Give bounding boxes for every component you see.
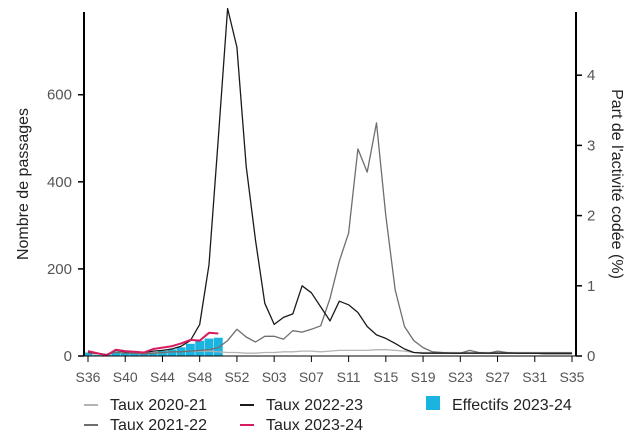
- bar: [167, 349, 177, 356]
- x-tick-label: S52: [224, 369, 249, 385]
- y2-tick-label: 0: [587, 348, 595, 365]
- y2-tick-label: 3: [587, 137, 595, 154]
- bar: [83, 352, 93, 356]
- y2-tick-label: 1: [587, 278, 595, 295]
- bar: [148, 352, 158, 356]
- legend-swatch: [426, 396, 440, 410]
- x-tick-label: S07: [299, 369, 324, 385]
- x-tick-label: S03: [262, 369, 287, 385]
- y-axis-label: Nombre de passages: [15, 108, 32, 260]
- y-tick-label: 0: [64, 348, 72, 365]
- x-tick-label: S11: [337, 369, 361, 385]
- x-tick-label: S35: [560, 369, 585, 385]
- bar: [111, 351, 121, 356]
- x-tick-label: S48: [187, 369, 212, 385]
- y2-tick-label: 4: [587, 67, 595, 84]
- x-tick-label: S15: [373, 369, 398, 385]
- x-tick-label: S23: [448, 369, 473, 385]
- legend-label: Taux 2023-24: [266, 417, 363, 434]
- bar: [195, 340, 205, 356]
- legend-label: Effectifs 2023-24: [452, 397, 572, 414]
- x-tick-label: S40: [113, 369, 138, 385]
- legend-label: Taux 2020-21: [110, 397, 207, 414]
- x-tick-label: S36: [76, 369, 101, 385]
- y-tick-label: 400: [47, 174, 72, 191]
- series-line: [87, 122, 572, 356]
- series-line: [87, 7, 572, 356]
- y2-axis-label: Part de l'activité codée (%): [608, 89, 625, 279]
- y-tick-label: 200: [47, 261, 72, 278]
- legend: Taux 2020-21 Taux 2022-23 Effectifs 2023-2…: [84, 396, 572, 434]
- series-line: [87, 331, 219, 357]
- x-tick-label: S31: [522, 369, 547, 385]
- bar: [204, 338, 214, 356]
- bar: [139, 353, 149, 356]
- legend-label: Taux 2021-22: [110, 417, 207, 434]
- x-tick-label: S44: [150, 369, 175, 385]
- y-tick-label: 600: [47, 87, 72, 104]
- x-tick-label: S19: [411, 369, 436, 385]
- bar: [120, 352, 130, 356]
- legend-label: Taux 2022-23: [266, 397, 363, 414]
- bar: [158, 350, 167, 356]
- ticks-layer: 0 200 400 600 0 1 2 3 4 S36 S40 S44 S48 S52 S03 S07 S11 S…: [47, 67, 595, 385]
- axes-layer: [83, 12, 577, 357]
- y2-tick-label: 2: [587, 208, 595, 225]
- bar: [130, 352, 139, 356]
- lines-layer: [87, 7, 572, 357]
- bar: [185, 343, 195, 356]
- x-tick-label: S27: [485, 369, 510, 385]
